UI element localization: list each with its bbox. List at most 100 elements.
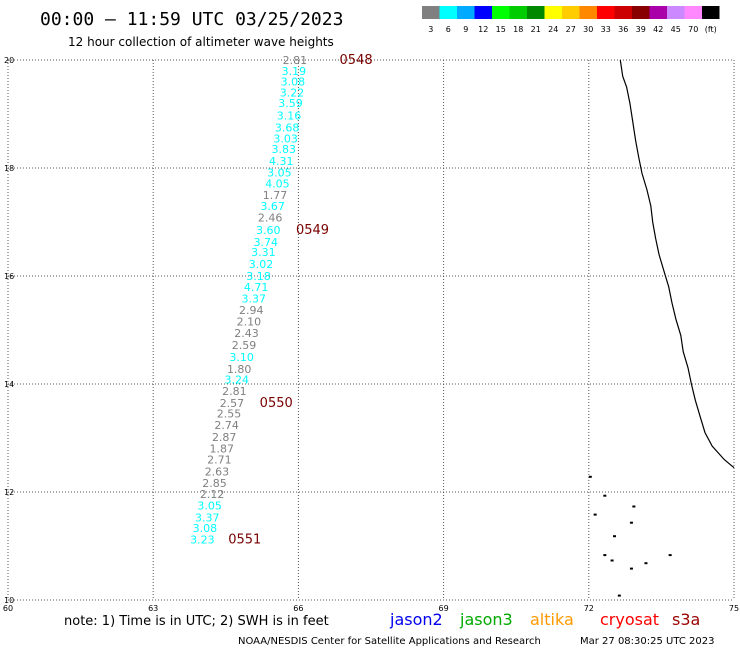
wave-height-value: 2.63: [205, 465, 230, 478]
x-tick-label: 69: [439, 604, 449, 613]
wave-height-value: 2.87: [212, 431, 237, 444]
color-scale-label: 27: [566, 25, 576, 34]
color-scale-label: 12: [478, 25, 488, 34]
island-mark: [644, 562, 648, 565]
wave-height-value: 3.18: [246, 270, 271, 283]
wave-height-value: 2.43: [234, 327, 259, 340]
wave-height-value: 3.19: [282, 65, 307, 78]
island-mark: [593, 513, 597, 516]
island-mark: [603, 494, 607, 497]
island-mark: [613, 535, 616, 538]
wave-height-value: 3.08: [281, 76, 306, 89]
color-scale-label: 39: [636, 25, 646, 34]
color-scale-swatch: [702, 6, 720, 19]
wave-height-value: 3.37: [241, 293, 266, 306]
wave-height-value: 1.77: [263, 189, 288, 202]
island-mark: [668, 554, 672, 557]
wave-height-value: 2.81: [283, 54, 308, 67]
y-tick-label: 14: [4, 380, 14, 389]
x-tick-label: 63: [148, 604, 158, 613]
axis-ticks: 60 63 66 69 72 75 10 12 14 16 18 20: [3, 56, 739, 613]
color-scale-label: 24: [548, 25, 558, 34]
wave-height-value: 3.22: [280, 86, 305, 99]
chart-title: 00:00 – 11:59 UTC 03/25/2023: [40, 9, 343, 30]
color-scale-swatch: [667, 6, 685, 19]
color-scale-swatch: [492, 6, 510, 19]
color-scale-swatch: [649, 6, 667, 19]
wave-height-value: 3.02: [249, 258, 274, 271]
island-mark: [588, 475, 592, 478]
wave-height-value: 3.31: [251, 246, 276, 259]
wave-height-value: 3.03: [273, 132, 298, 145]
color-scale-label: 21: [531, 25, 541, 34]
time-label: 0550: [260, 396, 293, 411]
color-scale-label: 6: [446, 25, 451, 34]
wave-height-value: 3.74: [254, 236, 279, 249]
color-scale-swatch: [474, 6, 492, 19]
color-scale-label: 9: [463, 25, 468, 34]
wave-height-value: 4.71: [244, 281, 269, 294]
x-tick-label: 75: [729, 604, 739, 613]
color-scale-swatch: [457, 6, 475, 19]
y-tick-label: 10: [4, 596, 14, 605]
wave-height-value: 2.85: [202, 477, 227, 490]
island-mark: [629, 567, 633, 570]
time-label: 0551: [228, 533, 261, 548]
color-scale-legend: 3 6 9 12 15 18 21 24 27 30 33 36 39 42 45 70 (ft): [422, 6, 720, 34]
time-label: 0548: [340, 53, 373, 68]
wave-height-value: 3.05: [267, 166, 292, 179]
color-scale-swatch: [439, 6, 457, 19]
wave-height-value: 2.46: [258, 212, 283, 225]
color-scale-swatch: [544, 6, 562, 19]
wave-height-value: 2.55: [217, 408, 242, 421]
color-scale-label: 33: [601, 25, 611, 34]
wave-height-values: 2.813.193.083.223.593.163.683.033.834.31…: [190, 54, 307, 547]
wave-height-value: 2.94: [239, 304, 264, 317]
y-tick-label: 18: [4, 164, 14, 173]
coastline: [588, 59, 735, 597]
satellite-legend-cryosat: cryosat: [600, 610, 659, 629]
wave-height-value: 4.05: [265, 178, 290, 191]
color-scale-label: 18: [513, 25, 523, 34]
island-mark: [629, 521, 633, 524]
wave-height-value: 3.24: [225, 374, 250, 387]
color-scale-swatch: [562, 6, 580, 19]
satellite-legend: jason2 jason3 altika cryosat s3a: [389, 610, 700, 629]
color-scale-label: 3: [428, 25, 433, 34]
footer-credit: NOAA/NESDIS Center for Satellite Applica…: [238, 636, 541, 647]
satellite-legend-jason3: jason3: [459, 610, 513, 629]
wave-height-value: 2.57: [220, 397, 245, 410]
island-mark: [610, 559, 614, 562]
wave-height-value: 2.74: [214, 419, 239, 432]
color-scale-label: 45: [671, 25, 681, 34]
wave-height-value: 2.59: [232, 339, 257, 352]
coastline-path: [619, 59, 735, 469]
wave-height-value: 3.68: [275, 122, 300, 135]
color-scale-swatch: [422, 6, 440, 19]
time-label: 0549: [296, 223, 329, 238]
wave-height-value: 2.10: [237, 315, 262, 328]
color-scale-swatch: [597, 6, 615, 19]
wave-height-value: 2.12: [200, 488, 225, 501]
color-scale-label: 36: [618, 25, 628, 34]
wave-height-value: 3.05: [197, 500, 222, 513]
satellite-legend-jason2: jason2: [389, 610, 443, 629]
wave-height-value: 2.81: [222, 385, 247, 398]
color-scale-swatch: [579, 6, 597, 19]
x-tick-label: 72: [584, 604, 594, 613]
wave-height-value: 3.23: [190, 534, 215, 547]
wave-height-value: 1.87: [210, 442, 235, 455]
wave-height-value: 3.16: [277, 110, 302, 123]
x-tick-label: 60: [3, 604, 13, 613]
color-scale-label: 15: [496, 25, 506, 34]
color-scale-label: 42: [653, 25, 663, 34]
wave-height-value: 1.80: [227, 363, 252, 376]
wave-height-value: 3.83: [271, 143, 296, 156]
y-tick-label: 20: [4, 56, 14, 65]
y-tick-label: 12: [4, 488, 14, 497]
x-tick-label: 66: [293, 604, 303, 613]
color-scale-swatch: [509, 6, 527, 19]
footer-timestamp: Mar 27 08:30:25 UTC 2023: [580, 636, 715, 647]
color-scale-swatch: [614, 6, 632, 19]
